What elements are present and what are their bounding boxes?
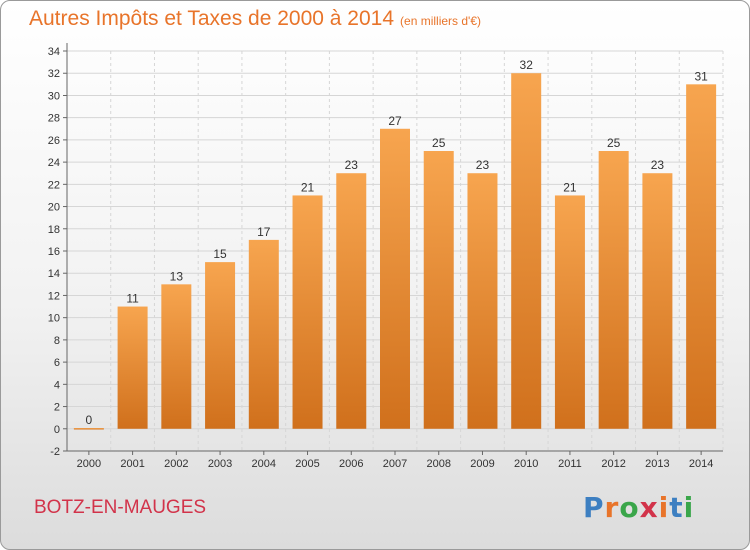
y-tick-label: 4 [54, 379, 60, 391]
x-tick-label: 2009 [470, 458, 494, 470]
label-layer: 0 11 13 15 17 21 23 27 25 23 32 21 25 23 31 [86, 58, 709, 427]
logo-letter: P [583, 491, 605, 524]
logo-letter: i [683, 491, 695, 524]
logo-letter: x [639, 491, 659, 524]
bar [511, 73, 542, 429]
y-tick-label: 6 [54, 357, 60, 369]
data-label: 25 [432, 136, 446, 150]
x-tick-label: 2000 [77, 458, 101, 470]
x-tick-label: 2010 [514, 458, 538, 470]
chart-title: Autres Impôts et Taxes de 2000 à 2014 (en… [29, 7, 481, 31]
bar [423, 151, 454, 429]
y-tick-label: 18 [48, 224, 60, 236]
y-tick-label: 30 [48, 90, 60, 102]
y-tick-label: 8 [54, 335, 60, 347]
bar [686, 84, 717, 429]
data-label: 15 [213, 247, 227, 261]
bar [248, 239, 279, 429]
bar [642, 173, 673, 429]
data-label: 13 [170, 269, 184, 283]
x-tick-label: 2013 [645, 458, 669, 470]
chart-subtitle: (en milliers d'€) [400, 14, 482, 28]
bar [73, 428, 104, 430]
y-tick-label: 14 [48, 268, 60, 280]
bar [554, 195, 585, 429]
bar [380, 128, 410, 429]
data-label: 23 [651, 158, 665, 172]
y-tick-label: 28 [48, 113, 60, 125]
y-tick-label: 22 [48, 179, 60, 191]
y-tick-label: 34 [48, 46, 60, 58]
data-label: 21 [563, 180, 577, 194]
data-label: 23 [476, 158, 490, 172]
x-tick-label: 2006 [339, 458, 363, 470]
x-tick-label: 2004 [252, 458, 276, 470]
data-label: 31 [694, 69, 708, 83]
logo-letter: o [619, 491, 640, 524]
x-tick-label: 2002 [164, 458, 188, 470]
bar [292, 195, 323, 429]
bar [598, 151, 629, 429]
bar [161, 284, 192, 429]
x-tick-label: 2003 [208, 458, 232, 470]
x-tick-label: 2012 [601, 458, 625, 470]
commune-name: BOTZ-EN-MAUGES [34, 497, 207, 518]
chart-title-text: Autres Impôts et Taxes de 2000 à 2014 [29, 7, 395, 30]
logo-letter: i [658, 491, 670, 524]
logo-letter: t [669, 491, 684, 524]
proxiti-logo: Proxiti [583, 491, 694, 524]
data-label: 11 [126, 292, 139, 306]
data-label: 0 [86, 413, 93, 427]
data-label: 23 [345, 158, 359, 172]
data-label: 27 [388, 114, 402, 128]
x-tick-label: 2008 [426, 458, 450, 470]
data-label: 17 [257, 225, 271, 239]
y-tick-label: 32 [48, 68, 60, 80]
data-label: 32 [520, 58, 534, 72]
y-tick-label: 10 [48, 313, 60, 325]
y-tick-label: -2 [50, 446, 60, 458]
bar [467, 173, 498, 429]
x-tick-label: 2001 [120, 458, 144, 470]
y-tick-label: 2 [54, 402, 60, 414]
y-tick-label: 26 [48, 135, 60, 147]
x-tick-label: 2007 [383, 458, 407, 470]
y-tick-label: 12 [48, 290, 60, 302]
data-label: 25 [607, 136, 621, 150]
y-tick-label: 24 [48, 157, 60, 169]
y-tick-label: 20 [48, 202, 60, 214]
bar [336, 173, 367, 429]
bar [117, 306, 148, 429]
data-label: 21 [301, 180, 315, 194]
bar [205, 262, 236, 429]
x-tick-label: 2005 [295, 458, 319, 470]
logo-letter: r [604, 491, 620, 524]
y-tick-label: 0 [54, 424, 60, 436]
x-tick-label: 2011 [558, 458, 582, 470]
x-tick-label: 2014 [689, 458, 713, 470]
bar-layer [73, 73, 717, 430]
y-tick-label: 16 [48, 246, 60, 258]
